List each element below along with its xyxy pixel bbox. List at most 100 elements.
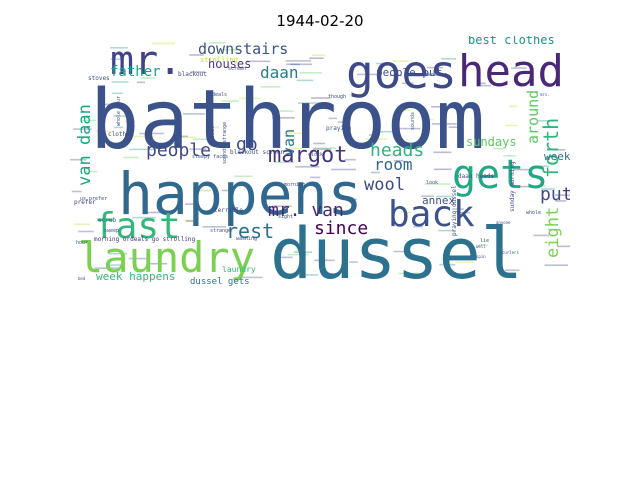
cloud-filler-mark [221,189,231,192]
cloud-filler-mark [219,49,238,51]
cloud-word: praying dussel [451,185,458,236]
cloud-word: blackout [178,71,207,78]
cloud-filler-mark [295,249,306,252]
cloud-filler-mark [344,158,356,161]
cloud-word: week happens [96,270,175,283]
cloud-filler-mark [290,147,304,149]
cloud-word: morning ordeals go strolling [94,236,196,243]
cloud-word: bed [78,276,86,281]
cloud-filler-mark [538,120,554,122]
cloud-word: go [236,134,258,155]
cloud-filler-mark [162,142,181,145]
cloud-word: laundry [222,265,256,274]
cloud-filler-mark [375,62,392,65]
cloud-filler-mark [239,97,261,100]
cloud-word: washing [236,236,257,242]
cloud-filler-mark [74,223,91,226]
cloud-filler-mark [477,82,486,85]
cloud-filler-mark [293,251,313,253]
cloud-filler-mark [296,79,314,82]
cloud-word: gets [452,152,548,198]
cloud-filler-mark [286,63,312,66]
cloud-filler-mark [533,234,549,237]
cloud-word: daan [260,63,299,82]
cloud-filler-mark [505,124,518,127]
cloud-word: around [524,90,542,144]
cloud-filler-mark [109,264,122,266]
cloud-word: happens [118,160,362,228]
cloud-filler-mark [137,81,145,84]
cloud-filler-mark [421,195,435,197]
cloud-word: wool [364,175,405,195]
cloud-filler-mark [541,188,556,190]
cloud-word: well [476,244,486,249]
cloud-word: morning [284,182,305,188]
cloud-filler-mark [399,127,421,130]
cloud-filler-mark [71,190,82,193]
cloud-filler-mark [272,117,295,119]
cloud-filler-mark [299,72,323,74]
cloud-filler-mark [378,130,393,133]
cloud-word: strange [210,228,231,234]
cloud-filler-mark [434,168,452,171]
cloud-word: laundry [78,233,255,282]
cloud-word: sundays [466,135,517,149]
cloud-word: margot [268,143,347,168]
cloud-filler-mark [555,194,570,196]
cloud-word: sweep [104,228,119,234]
cloud-filler-mark [312,147,336,149]
cloud-filler-mark [371,171,380,174]
cloud-filler-mark [125,120,135,123]
cloud-filler-mark [514,168,530,171]
cloud-filler-mark [294,274,319,276]
cloud-word: downstairs [198,40,288,58]
cloud-word: fast [94,206,181,247]
cloud-filler-mark [271,110,294,112]
cloud-filler-mark [81,119,97,122]
cloud-filler-mark [186,220,197,222]
cloud-filler-mark [297,102,320,104]
cloud-filler-mark [239,276,263,279]
cloud-word: clothes [108,131,134,138]
cloud-filler-mark [477,244,488,246]
cloud-filler-mark [285,60,312,62]
cloud-filler-mark [94,267,120,269]
cloud-filler-mark [140,77,155,79]
cloud-filler-mark [555,200,567,202]
cloud-filler-mark [246,60,270,63]
cloud-word: praying [326,125,352,132]
cloud-word: whole [526,210,541,216]
cloud-filler-mark [132,216,156,219]
cloud-word: dussel [210,126,216,144]
cloud-word: van [280,129,298,156]
cloud-word: forth [539,118,563,178]
cloud-word: people [146,140,211,161]
cloud-filler-mark [84,170,98,173]
cloud-filler-mark [175,136,196,139]
cloud-word: people put [376,66,442,79]
cloud-filler-mark [369,134,379,136]
cloud-word: devotes [426,72,447,78]
cloud-filler-mark [436,195,455,198]
cloud-filler-mark [540,165,549,168]
cloud-filler-mark [287,253,309,256]
cloud-filler-mark [392,60,410,62]
cloud-filler-mark [448,126,463,128]
cloud-word: hour [76,240,88,246]
cloud-filler-mark [426,66,443,69]
cloud-word: dussel gets [190,277,250,286]
cloud-word: blackout screen [230,149,285,156]
cloud-word: though [328,94,346,100]
cloud-filler-mark [441,58,457,60]
cloud-filler-mark [108,252,128,255]
cloud-word: head [458,46,564,97]
cloud-filler-mark [73,128,92,130]
cloud-filler-mark [393,159,404,162]
cloud-filler-mark [185,203,196,205]
cloud-filler-mark [413,225,423,228]
cloud-filler-mark [290,63,300,66]
cloud-word: mrs. [540,92,550,97]
cloud-filler-mark [313,148,332,150]
cloud-word: terrible [214,207,243,214]
cloud-filler-mark [273,161,295,163]
